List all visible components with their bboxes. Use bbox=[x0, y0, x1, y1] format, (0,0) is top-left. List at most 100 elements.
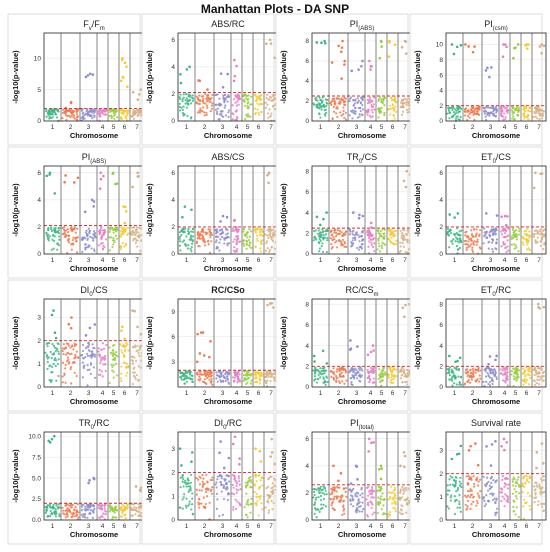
data-point bbox=[53, 331, 57, 335]
data-point bbox=[466, 499, 470, 503]
data-point bbox=[267, 511, 270, 514]
data-point bbox=[271, 105, 275, 108]
data-point bbox=[361, 510, 364, 513]
data-point bbox=[367, 375, 371, 378]
data-point bbox=[112, 364, 115, 367]
data-point bbox=[393, 486, 397, 490]
data-point bbox=[77, 356, 80, 360]
data-point bbox=[489, 477, 492, 480]
data-point bbox=[471, 107, 475, 110]
data-point bbox=[54, 336, 58, 340]
data-point bbox=[271, 239, 274, 243]
data-point bbox=[255, 380, 259, 383]
data-point bbox=[390, 491, 393, 494]
data-point bbox=[358, 213, 361, 217]
data-point bbox=[83, 508, 86, 511]
data-point bbox=[524, 106, 527, 109]
data-point bbox=[115, 108, 118, 111]
data-point bbox=[354, 112, 357, 115]
data-point bbox=[384, 373, 387, 376]
data-point bbox=[121, 76, 125, 80]
data-point bbox=[202, 97, 205, 100]
data-point bbox=[91, 73, 95, 76]
data-point bbox=[467, 477, 471, 481]
data-point bbox=[392, 235, 395, 238]
data-point bbox=[446, 112, 449, 115]
data-point bbox=[51, 113, 55, 116]
data-point bbox=[207, 96, 210, 99]
data-point bbox=[233, 74, 237, 78]
y-axis-label: -log10(p-value) bbox=[11, 50, 20, 104]
data-point bbox=[115, 237, 119, 240]
data-point bbox=[521, 367, 525, 370]
data-point bbox=[380, 106, 383, 109]
data-point bbox=[482, 242, 485, 245]
data-point bbox=[111, 172, 115, 176]
data-point bbox=[122, 113, 125, 116]
data-point bbox=[330, 103, 333, 106]
data-point bbox=[448, 112, 452, 115]
data-point bbox=[378, 235, 381, 238]
data-point bbox=[451, 483, 455, 486]
x-tick-label: 1 bbox=[319, 124, 323, 131]
data-point bbox=[181, 474, 184, 477]
x-tick-label: 6 bbox=[391, 390, 395, 397]
data-point bbox=[202, 354, 206, 357]
data-point bbox=[450, 115, 454, 118]
data-point bbox=[371, 496, 374, 499]
data-point bbox=[495, 499, 498, 502]
data-point bbox=[269, 42, 273, 45]
data-point bbox=[61, 226, 64, 230]
data-point bbox=[80, 505, 84, 508]
y-axis-label: -log10(p-value) bbox=[279, 316, 288, 370]
data-point bbox=[48, 115, 51, 118]
data-point bbox=[73, 357, 76, 360]
x-tick-label: 3 bbox=[489, 523, 493, 530]
x-tick-label: 1 bbox=[453, 124, 457, 131]
data-point bbox=[242, 374, 245, 377]
data-point bbox=[401, 512, 405, 515]
data-point bbox=[320, 245, 323, 248]
data-point bbox=[192, 228, 195, 231]
data-point bbox=[521, 491, 524, 494]
data-point bbox=[134, 485, 138, 488]
data-point bbox=[380, 98, 383, 101]
data-point bbox=[448, 373, 451, 377]
data-point bbox=[234, 228, 237, 231]
data-point bbox=[136, 234, 139, 238]
data-point bbox=[131, 360, 135, 363]
data-point bbox=[51, 365, 54, 368]
data-point bbox=[343, 245, 346, 248]
data-point bbox=[195, 477, 198, 480]
data-point bbox=[501, 478, 504, 482]
data-point bbox=[68, 504, 71, 507]
data-point bbox=[48, 235, 51, 238]
data-point bbox=[539, 502, 542, 506]
data-point bbox=[198, 483, 202, 486]
data-point bbox=[456, 506, 459, 509]
data-point bbox=[222, 94, 225, 97]
y-tick-label: 4 bbox=[439, 197, 443, 204]
data-point bbox=[225, 375, 229, 378]
data-point bbox=[312, 496, 315, 499]
data-point bbox=[380, 244, 384, 248]
x-tick-label: 7 bbox=[135, 390, 139, 397]
data-point bbox=[186, 101, 189, 104]
data-point bbox=[330, 498, 333, 501]
data-point bbox=[404, 185, 408, 189]
data-point bbox=[338, 373, 341, 376]
data-point bbox=[381, 98, 385, 101]
data-point bbox=[348, 488, 352, 491]
data-point bbox=[366, 102, 370, 105]
data-point bbox=[61, 108, 65, 111]
data-point bbox=[100, 348, 104, 351]
data-point bbox=[209, 236, 212, 239]
data-point bbox=[460, 383, 463, 386]
data-point bbox=[352, 487, 355, 491]
data-point bbox=[188, 231, 191, 234]
data-point bbox=[89, 235, 92, 238]
data-point bbox=[121, 351, 124, 354]
data-point bbox=[467, 379, 470, 382]
data-point bbox=[502, 243, 505, 246]
